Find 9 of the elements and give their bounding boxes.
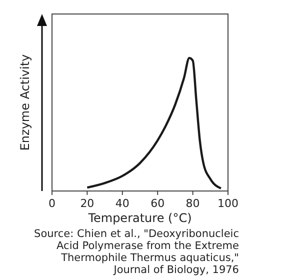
source-note: Source: Chien et al., "Deoxyribonucleic Acid Polymerase from the Extreme Thermophile Thermus aquaticus," Journal of Biology, 1976 — [34, 228, 240, 276]
x-tick-label: 0 — [48, 197, 56, 210]
x-tick-label: 60 — [150, 197, 165, 210]
x-tick-label: 40 — [115, 197, 130, 210]
x-tick-label: 80 — [186, 197, 200, 210]
y-axis-title: Enzyme Activity — [18, 54, 32, 151]
x-tick-label: 100 — [218, 197, 238, 210]
x-tick-label: 20 — [80, 197, 94, 210]
x-axis-title: Temperature (°C) — [87, 211, 192, 225]
